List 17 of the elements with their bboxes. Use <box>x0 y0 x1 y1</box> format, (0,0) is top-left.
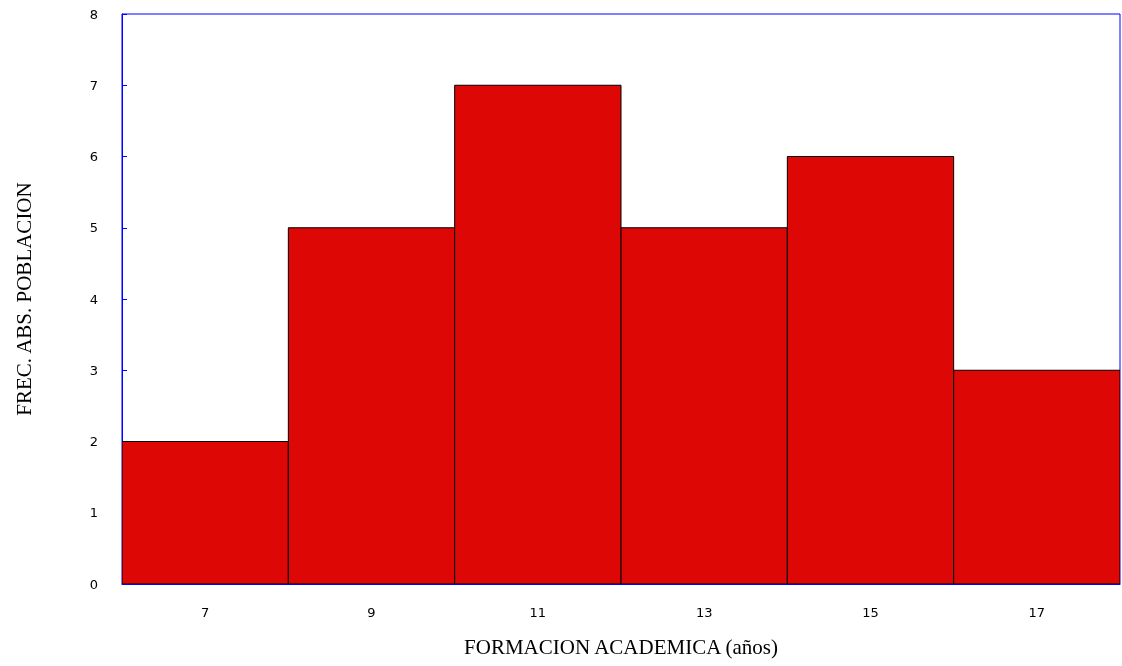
y-tick-label: 3 <box>89 362 98 378</box>
y-tick-label: 2 <box>89 434 98 449</box>
y-tick-label: 7 <box>89 77 98 93</box>
x-tick-label: 15 <box>862 605 879 620</box>
y-tick-label: 8 <box>89 6 98 22</box>
y-axis-title: FREC. ABS. POBLACION <box>11 182 36 416</box>
x-tick-label: 7 <box>201 605 210 620</box>
x-tick-label: 9 <box>367 605 376 620</box>
y-tick-label: 0 <box>89 576 98 592</box>
x-tick-label: 13 <box>695 605 713 620</box>
x-tick-label: 11 <box>529 605 547 620</box>
y-tick-label: 6 <box>89 149 98 164</box>
y-tick-label: 1 <box>89 505 98 521</box>
y-tick-label: 5 <box>89 220 98 236</box>
x-axis-title: FORMACION ACADEMICA (años) <box>464 634 778 659</box>
x-tick-label: 17 <box>1028 605 1046 620</box>
y-tick-label: 4 <box>89 291 98 307</box>
